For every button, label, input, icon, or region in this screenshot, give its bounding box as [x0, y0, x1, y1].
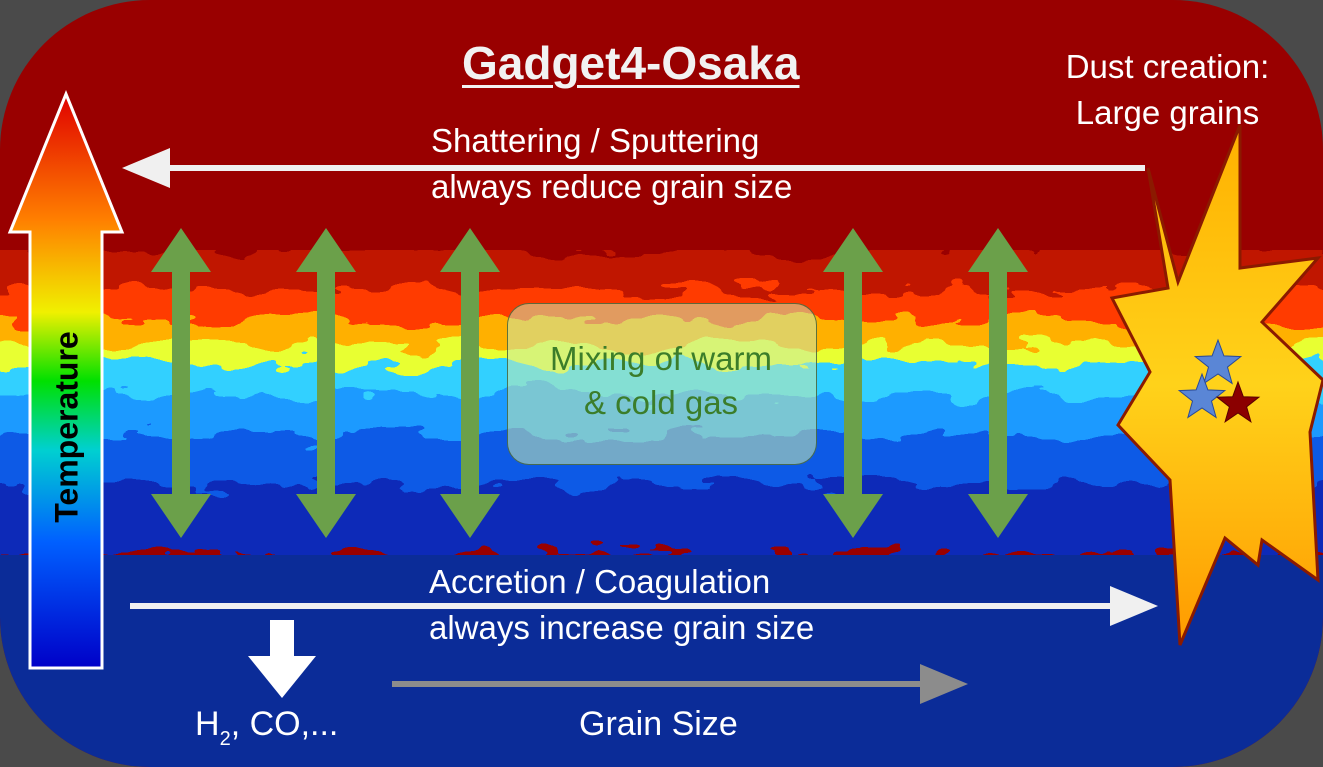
- star-icon: [1177, 338, 1261, 423]
- mixing-box: [507, 303, 817, 465]
- up-arrow-icon: [7, 90, 125, 670]
- mixing-arrow-1: [151, 228, 211, 538]
- shattering-label: Shattering / Sputtering always reduce gr…: [431, 118, 792, 210]
- molecule-rest: , CO,...: [230, 705, 339, 743]
- molecules-label: H2, CO,...: [195, 705, 338, 751]
- diagram-title: Gadget4-Osaka: [462, 37, 800, 89]
- mixing-label-line1: Mixing of warm: [550, 340, 772, 377]
- accretion-arrow: [130, 586, 1158, 626]
- dust-creation-line2: Large grains: [1075, 94, 1260, 131]
- shattering-arrow: [122, 148, 1145, 188]
- accretion-label-line2: always increase grain size: [429, 609, 815, 646]
- mixing-arrow-2: [296, 228, 356, 538]
- mixing-label-line2: & cold gas: [583, 384, 739, 421]
- starburst-icon: [1109, 124, 1323, 646]
- dust-creation-label: Dust creation: Large grains: [1030, 44, 1305, 136]
- grain-size-arrow: [392, 664, 968, 704]
- mixing-label: Mixing of warm & cold gas: [507, 337, 815, 425]
- mixing-arrow-4: [823, 228, 883, 538]
- mixing-arrow-5: [968, 228, 1028, 538]
- mixing-arrows: [151, 228, 1028, 538]
- down-arrow-icon: [248, 620, 316, 698]
- shattering-label-line2: always reduce grain size: [431, 168, 793, 205]
- accretion-label: Accretion / Coagulation always increase …: [429, 559, 814, 651]
- shattering-label-line1: Shattering / Sputtering: [431, 122, 760, 159]
- title-container: Gadget4-Osaka: [462, 36, 799, 90]
- accretion-label-line1: Accretion / Coagulation: [429, 563, 771, 600]
- molecule-h: H: [195, 705, 220, 743]
- temperature-axis-label: Temperature: [48, 331, 85, 523]
- grain-size-label: Grain Size: [579, 705, 738, 743]
- dust-creation-line1: Dust creation:: [1065, 48, 1270, 85]
- mixing-arrow-3: [440, 228, 500, 538]
- molecule-subscript: 2: [219, 728, 231, 750]
